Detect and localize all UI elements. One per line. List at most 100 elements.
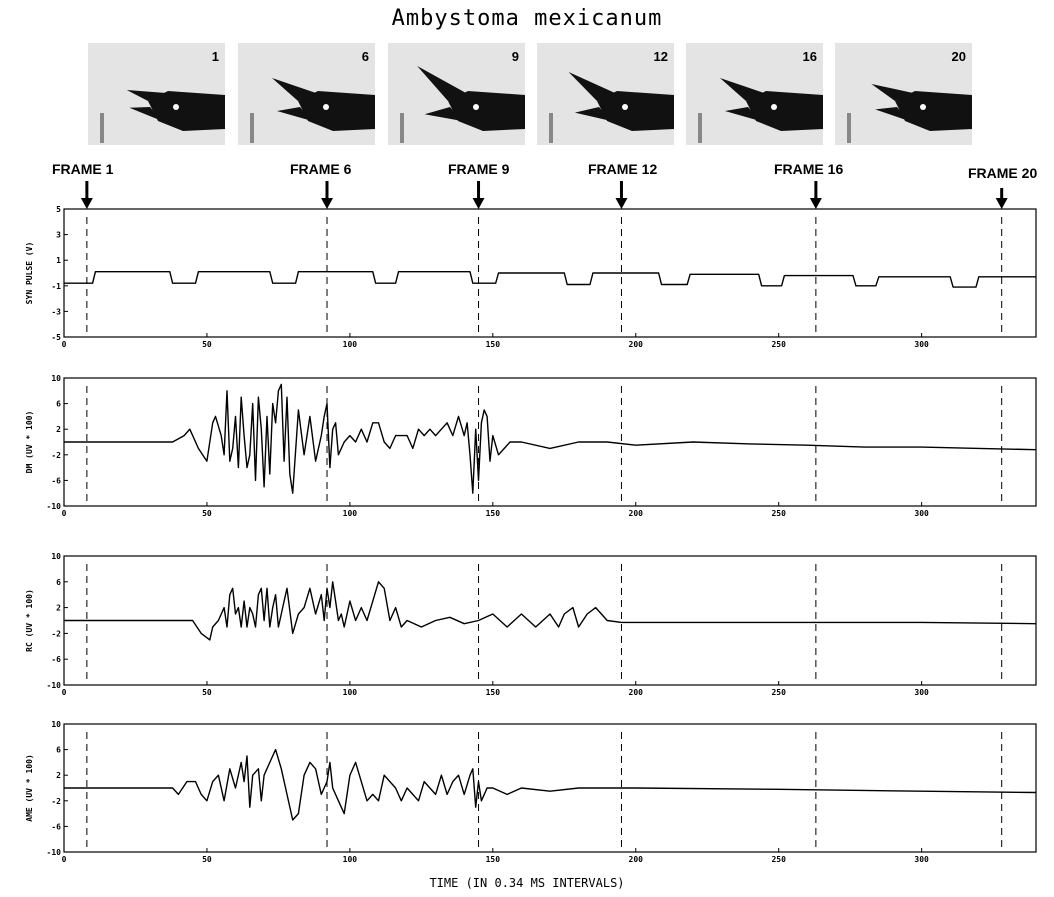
y-tick-label: 6 (56, 578, 61, 587)
axolotl-upper-jaw-icon (871, 84, 913, 101)
x-tick-label: 50 (202, 340, 212, 349)
panel-3: 10 6 2 -2 -6 -100 50 100 150 200 250 300 AME (UV * 1… (25, 720, 1037, 864)
axolotl-eye-icon (173, 104, 179, 110)
axolotl-eye-icon (771, 104, 777, 110)
y-tick-label: -6 (51, 822, 61, 831)
axolotl-lower-jaw-icon (424, 107, 462, 121)
frame-label-12: FRAME 12 (588, 161, 658, 177)
y-tick-label: 1 (56, 256, 61, 265)
x-tick-label: 300 (914, 688, 929, 697)
axolotl-silhouette-icon (549, 72, 674, 143)
x-tick-label: 250 (771, 688, 786, 697)
axolotl-lower-jaw-icon (129, 107, 162, 121)
axolotl-upper-jaw-icon (126, 90, 166, 101)
axolotl-silhouette-icon (100, 90, 225, 143)
y-tick-label: 10 (51, 374, 61, 383)
signal-trace (64, 581, 1037, 641)
tank-stand-icon (100, 113, 104, 143)
axolotl-eye-icon (473, 104, 479, 110)
frame-arrow-icon (809, 181, 822, 209)
photo-number: 12 (653, 49, 668, 64)
x-tick-label: 100 (343, 340, 358, 349)
frame-photo-6: 6 (238, 43, 375, 145)
y-tick-label: 6 (56, 400, 61, 409)
plot-frame (63, 208, 1037, 338)
frame-label-6: FRAME 6 (290, 161, 352, 177)
arrow-head (80, 198, 93, 209)
x-tick-label: 0 (62, 688, 67, 697)
axolotl-body-icon (746, 91, 823, 131)
x-tick-label: 300 (914, 340, 929, 349)
photo-number: 6 (361, 49, 369, 64)
tank-stand-icon (549, 113, 553, 143)
panel-0: 5 3 1 -1 -3 -50 50 100 150 200 250 300 SYN PULSE (V) (25, 205, 1037, 349)
plot-frame (63, 555, 1037, 686)
x-tick-label: 100 (343, 855, 358, 864)
y-axis-label: SYN PULSE (V) (25, 242, 34, 305)
x-tick-label: 200 (629, 688, 644, 697)
y-tick-label: -3 (51, 307, 61, 316)
x-tick-label: 250 (771, 509, 786, 518)
x-tick-label: 100 (343, 509, 358, 518)
tank-stand-icon (698, 113, 702, 143)
axolotl-lower-jaw-icon (875, 107, 909, 121)
x-tick-label: 150 (486, 688, 501, 697)
frame-photo-9: 9 (388, 43, 525, 145)
y-tick-label: 10 (51, 552, 61, 561)
y-tick-label: 5 (56, 205, 61, 214)
axolotl-upper-jaw-icon (272, 78, 316, 101)
axolotl-body-icon (148, 91, 225, 131)
signal-trace (64, 383, 1037, 494)
y-tick-label: 6 (56, 746, 61, 755)
y-tick-label: -5 (51, 333, 61, 342)
axolotl-upper-jaw-icon (417, 66, 466, 101)
y-tick-label: 10 (51, 720, 61, 729)
photo-number: 1 (211, 49, 219, 64)
tank-stand-icon (400, 113, 404, 143)
frame-photo-1: 1 (88, 43, 225, 145)
arrow-head (809, 198, 822, 209)
frame-photo-16: 16 (686, 43, 823, 145)
signal-trace (64, 748, 1037, 821)
y-tick-label: -1 (51, 282, 61, 291)
frame-label-20: FRAME 20 (968, 165, 1038, 181)
x-tick-label: 150 (486, 509, 501, 518)
y-tick-label: -10 (47, 681, 62, 690)
panel-1: 10 6 2 -2 -6 -100 50 100 150 200 250 300 DM (UV * 10… (25, 374, 1037, 518)
axolotl-body-icon (298, 91, 375, 131)
y-tick-label: -2 (51, 797, 61, 806)
axolotl-silhouette-icon (400, 66, 525, 143)
arrow-head (615, 198, 628, 209)
y-tick-label: -2 (51, 629, 61, 638)
x-tick-label: 250 (771, 340, 786, 349)
x-tick-label: 300 (914, 855, 929, 864)
photo-number: 16 (802, 49, 817, 64)
y-tick-label: 3 (56, 231, 61, 240)
axolotl-eye-icon (622, 104, 628, 110)
frame-arrow-icon (472, 181, 485, 209)
frame-label-1: FRAME 1 (52, 161, 114, 177)
tank-stand-icon (250, 113, 254, 143)
frame-arrow-icon (80, 181, 93, 209)
arrow-head (472, 198, 485, 209)
x-tick-label: 50 (202, 688, 212, 697)
frame-arrow-icon (995, 188, 1008, 209)
x-tick-label: 150 (486, 340, 501, 349)
x-tick-label: 200 (629, 340, 644, 349)
photo-number: 9 (511, 49, 519, 64)
signal-trace (64, 271, 1036, 288)
y-axis-label: DM (UV * 100) (25, 411, 34, 474)
x-tick-label: 250 (771, 855, 786, 864)
axolotl-body-icon (597, 91, 674, 131)
axolotl-upper-jaw-icon (720, 78, 764, 101)
plot-frame (63, 723, 1037, 853)
figure-title: Ambystoma mexicanum (391, 6, 663, 31)
x-tick-label: 150 (486, 855, 501, 864)
tank-stand-icon (847, 113, 851, 143)
y-axis-label: RC (UV * 100) (25, 589, 34, 652)
y-tick-label: -6 (51, 476, 61, 485)
x-tick-label: 200 (629, 855, 644, 864)
y-tick-label: 2 (56, 425, 61, 434)
axolotl-eye-icon (920, 104, 926, 110)
arrow-head (995, 198, 1008, 209)
